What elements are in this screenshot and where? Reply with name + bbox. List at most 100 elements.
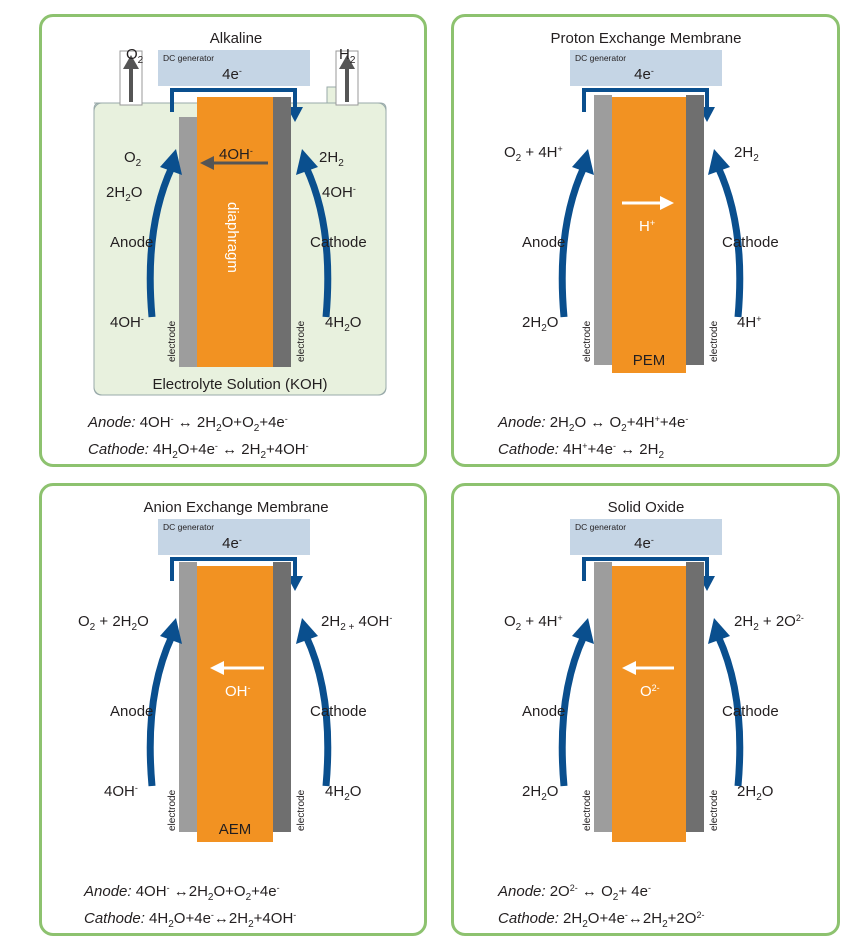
pem-membrane: [612, 97, 686, 373]
ion-label: H+: [639, 218, 655, 235]
cathode-equation: Cathode: 2H2O+4e-↔2H2+2O2-: [498, 910, 704, 930]
dc-generator-label: DC generator: [163, 522, 214, 532]
soec-panel: Solid Oxide DC generator 4e- electrode e…: [451, 483, 840, 936]
electrolyte-label: Electrolyte Solution (KOH): [152, 376, 327, 393]
anode-flow-arrow: [146, 165, 176, 318]
cathode-flow-arrow: [302, 165, 332, 318]
cathode-equation: Cathode: 4H2O+4e-↔2H2+4OH-: [84, 910, 296, 930]
anode-label: Anode: [110, 703, 153, 720]
h2-arrow-head-icon: [339, 55, 355, 69]
membrane-label: PEM: [633, 352, 666, 369]
cathode-flow-arrow: [714, 165, 744, 318]
cathode-electrode-label: electrode: [296, 320, 307, 362]
cathode-arrow-head-icon: [708, 618, 730, 644]
anode-electrode-label: electrode: [582, 320, 593, 362]
dc-generator: [158, 519, 310, 555]
aem-membrane: [197, 566, 273, 842]
dc-generator-label: DC generator: [575, 522, 626, 532]
cathode-electrode: [686, 95, 704, 365]
pem-diagram: Proton Exchange Membrane DC generator 4e…: [497, 30, 779, 461]
anode-electrode-label: electrode: [167, 320, 178, 362]
ion-arrow-head-icon: [660, 196, 674, 210]
pem-title: Proton Exchange Membrane: [551, 30, 742, 47]
diaphragm: [197, 97, 273, 367]
anode-equation: Anode: 4OH- ↔2H2O+O2+4e-: [83, 883, 280, 903]
dc-generator: [158, 50, 310, 86]
electrons-label: 4e-: [222, 66, 242, 83]
cathode-in: 4H+: [737, 314, 761, 331]
anode-2h2o: 2H2O: [106, 184, 142, 204]
electrons-label: 4e-: [634, 66, 654, 83]
anode-label: Anode: [110, 234, 153, 251]
ion-arrow-head-icon: [200, 156, 214, 170]
anode-flow-arrow: [558, 634, 588, 787]
h2-out-label: H2: [339, 46, 356, 66]
anode-electrode-label: electrode: [167, 789, 178, 831]
cathode-in: 4H2O: [325, 783, 361, 803]
cathode-label: Cathode: [722, 703, 779, 720]
electrons-label: 4e-: [634, 535, 654, 552]
soec-diagram: Solid Oxide DC generator 4e- electrode e…: [497, 499, 804, 930]
cathode-top: 2H2 + 4OH-: [321, 613, 392, 633]
dc-generator-label: DC generator: [575, 53, 626, 63]
anode-equation: Anode: 2O2- ↔ O2+ 4e-: [497, 883, 651, 903]
anode-electrode: [594, 95, 612, 365]
cathode-electrode: [273, 97, 291, 367]
cathode-equation: Cathode: 4H2O+4e- ↔ 2H2+4OH-: [88, 441, 309, 461]
solid-oxide-membrane: [612, 566, 686, 842]
anode-in: 4OH-: [104, 783, 138, 800]
anode-arrow-head-icon: [160, 149, 182, 175]
cathode-in: 4H2O: [325, 314, 361, 334]
electron-wire: [582, 557, 709, 581]
cathode-label: Cathode: [722, 234, 779, 251]
cathode-arrow-head-icon: [296, 149, 318, 175]
cathode-electrode-label: electrode: [296, 789, 307, 831]
electrons-label: 4e-: [222, 535, 242, 552]
soec-title: Solid Oxide: [608, 499, 685, 516]
diaphragm-label: diaphragm: [224, 202, 241, 273]
alkaline-title: Alkaline: [210, 30, 263, 47]
membrane-label: AEM: [219, 821, 252, 838]
anode-arrow-head-icon: [160, 618, 182, 644]
cathode-in: 2H2O: [737, 783, 773, 803]
anode-label: Anode: [522, 703, 565, 720]
anode-flow-arrow: [558, 165, 588, 318]
ion-arrow-head-icon: [210, 661, 224, 675]
electron-wire: [582, 88, 709, 112]
cathode-electrode: [686, 562, 704, 832]
cathode-electrode-label: electrode: [709, 320, 720, 362]
anode-o2: O2: [124, 149, 142, 169]
anode-electrode-label: electrode: [582, 789, 593, 831]
electron-wire: [170, 88, 297, 112]
anode-electrode: [179, 117, 197, 367]
cathode-flow-arrow: [302, 634, 332, 787]
cathode-top: 2H2: [734, 144, 759, 164]
ion-label: O2-: [640, 683, 660, 700]
anode-in: 2H2O: [522, 783, 558, 803]
alkaline-panel: Alkaline O2 H2 DC generator 4e- diaphrag…: [39, 14, 427, 467]
cathode-4oh: 4OH-: [322, 184, 356, 201]
dc-generator: [570, 519, 722, 555]
anode-electrode: [594, 562, 612, 832]
cathode-electrode-label: electrode: [709, 789, 720, 831]
o2-out-label: O2: [126, 46, 144, 66]
cathode-equation: Cathode: 4H++4e- ↔ 2H2: [498, 441, 664, 461]
anode-in: 4OH-: [110, 314, 144, 331]
aem-diagram: Anion Exchange Membrane DC generator 4e-…: [78, 499, 392, 930]
ion-label: OH-: [225, 683, 251, 700]
cathode-electrode: [273, 562, 291, 832]
anode-electrode: [179, 562, 197, 832]
alkaline-diagram: Alkaline O2 H2 DC generator 4e- diaphrag…: [87, 30, 387, 461]
anode-in: 2H2O: [522, 314, 558, 334]
anode-equation: Anode: 2H2O ↔ O2+4H++4e-: [497, 414, 688, 434]
cathode-arrow-head-icon: [708, 149, 730, 175]
anode-label: Anode: [522, 234, 565, 251]
anode-top: O2 + 2H2O: [78, 613, 149, 633]
aem-panel: Anion Exchange Membrane DC generator 4e-…: [39, 483, 427, 936]
anode-flow-arrow: [146, 634, 176, 787]
cathode-label: Cathode: [310, 234, 367, 251]
ion-arrow-head-icon: [622, 661, 636, 675]
anode-arrow-head-icon: [572, 618, 594, 644]
dc-generator: [570, 50, 722, 86]
cathode-label: Cathode: [310, 703, 367, 720]
